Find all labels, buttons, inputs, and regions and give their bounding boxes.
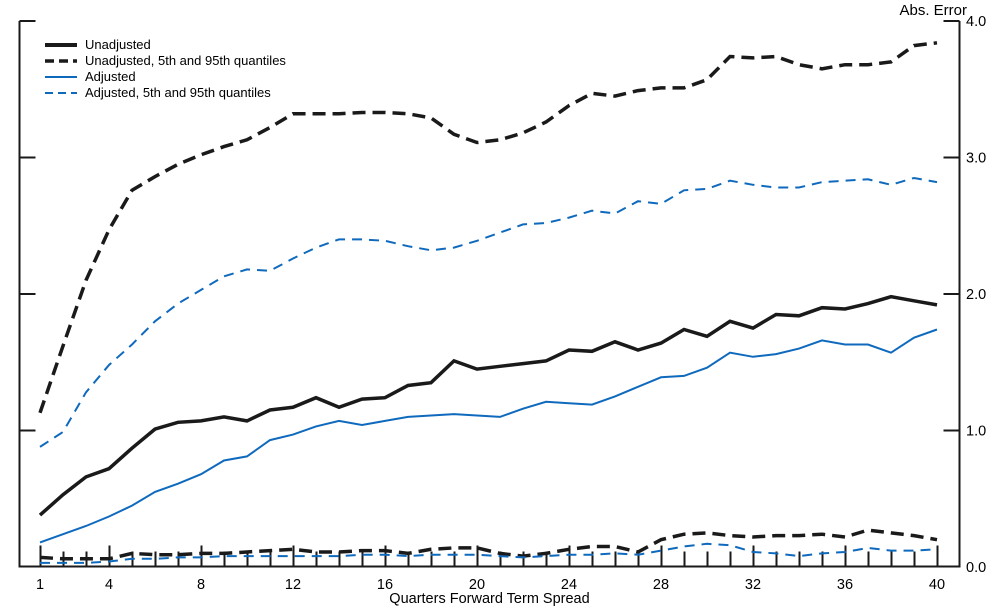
x-tick-label: 32 [745, 577, 761, 593]
x-tick-label: 1 [36, 577, 44, 593]
x-tick-label: 4 [105, 577, 113, 593]
series-adjusted [39, 328, 938, 544]
legend-label: Unadjusted [85, 37, 151, 52]
y-tick-label: 2.0 [966, 287, 986, 303]
x-tick-label: 40 [929, 577, 945, 593]
legend-entry: Unadjusted [44, 37, 286, 53]
series-unadjusted_q5 [39, 528, 938, 561]
y-tick-label: 0.0 [966, 560, 986, 576]
legend-label: Adjusted, 5th and 95th quantiles [85, 85, 271, 100]
legend-entry: Adjusted, 5th and 95th quantiles [44, 85, 286, 101]
x-tick-label: 36 [837, 577, 853, 593]
series-adjusted_q95 [39, 176, 938, 448]
legend: Unadjusted Unadjusted, 5th and 95th quan… [44, 37, 286, 101]
x-axis-title: Quarters Forward Term Spread [389, 591, 590, 607]
legend-line-sample-adjusted-quantiles [45, 92, 77, 94]
legend-label: Adjusted [85, 69, 136, 84]
series-unadjusted_q95 [38, 41, 938, 414]
legend-line-sample-unadjusted [45, 43, 77, 47]
y-tick-label: 1.0 [966, 424, 986, 440]
x-tick-label: 24 [561, 577, 577, 593]
legend-entry: Adjusted [44, 69, 286, 85]
y-axis-title: Abs. Error [899, 2, 967, 19]
legend-label: Unadjusted, 5th and 95th quantiles [85, 53, 286, 68]
x-tick-label: 16 [377, 577, 393, 593]
legend-line-sample-adjusted [45, 76, 77, 78]
y-tick-label: 3.0 [966, 151, 986, 167]
series-adjusted_q5 [40, 542, 938, 564]
series-unadjusted [38, 294, 938, 517]
x-tick-label: 28 [653, 577, 669, 593]
x-tick-label: 8 [197, 577, 205, 593]
x-tick-label: 12 [285, 577, 301, 593]
legend-line-sample-unadjusted-quantiles [45, 59, 77, 63]
legend-entry: Unadjusted, 5th and 95th quantiles [44, 53, 286, 69]
y-tick-label: 4.0 [966, 14, 986, 30]
x-tick-label: 20 [469, 577, 485, 593]
